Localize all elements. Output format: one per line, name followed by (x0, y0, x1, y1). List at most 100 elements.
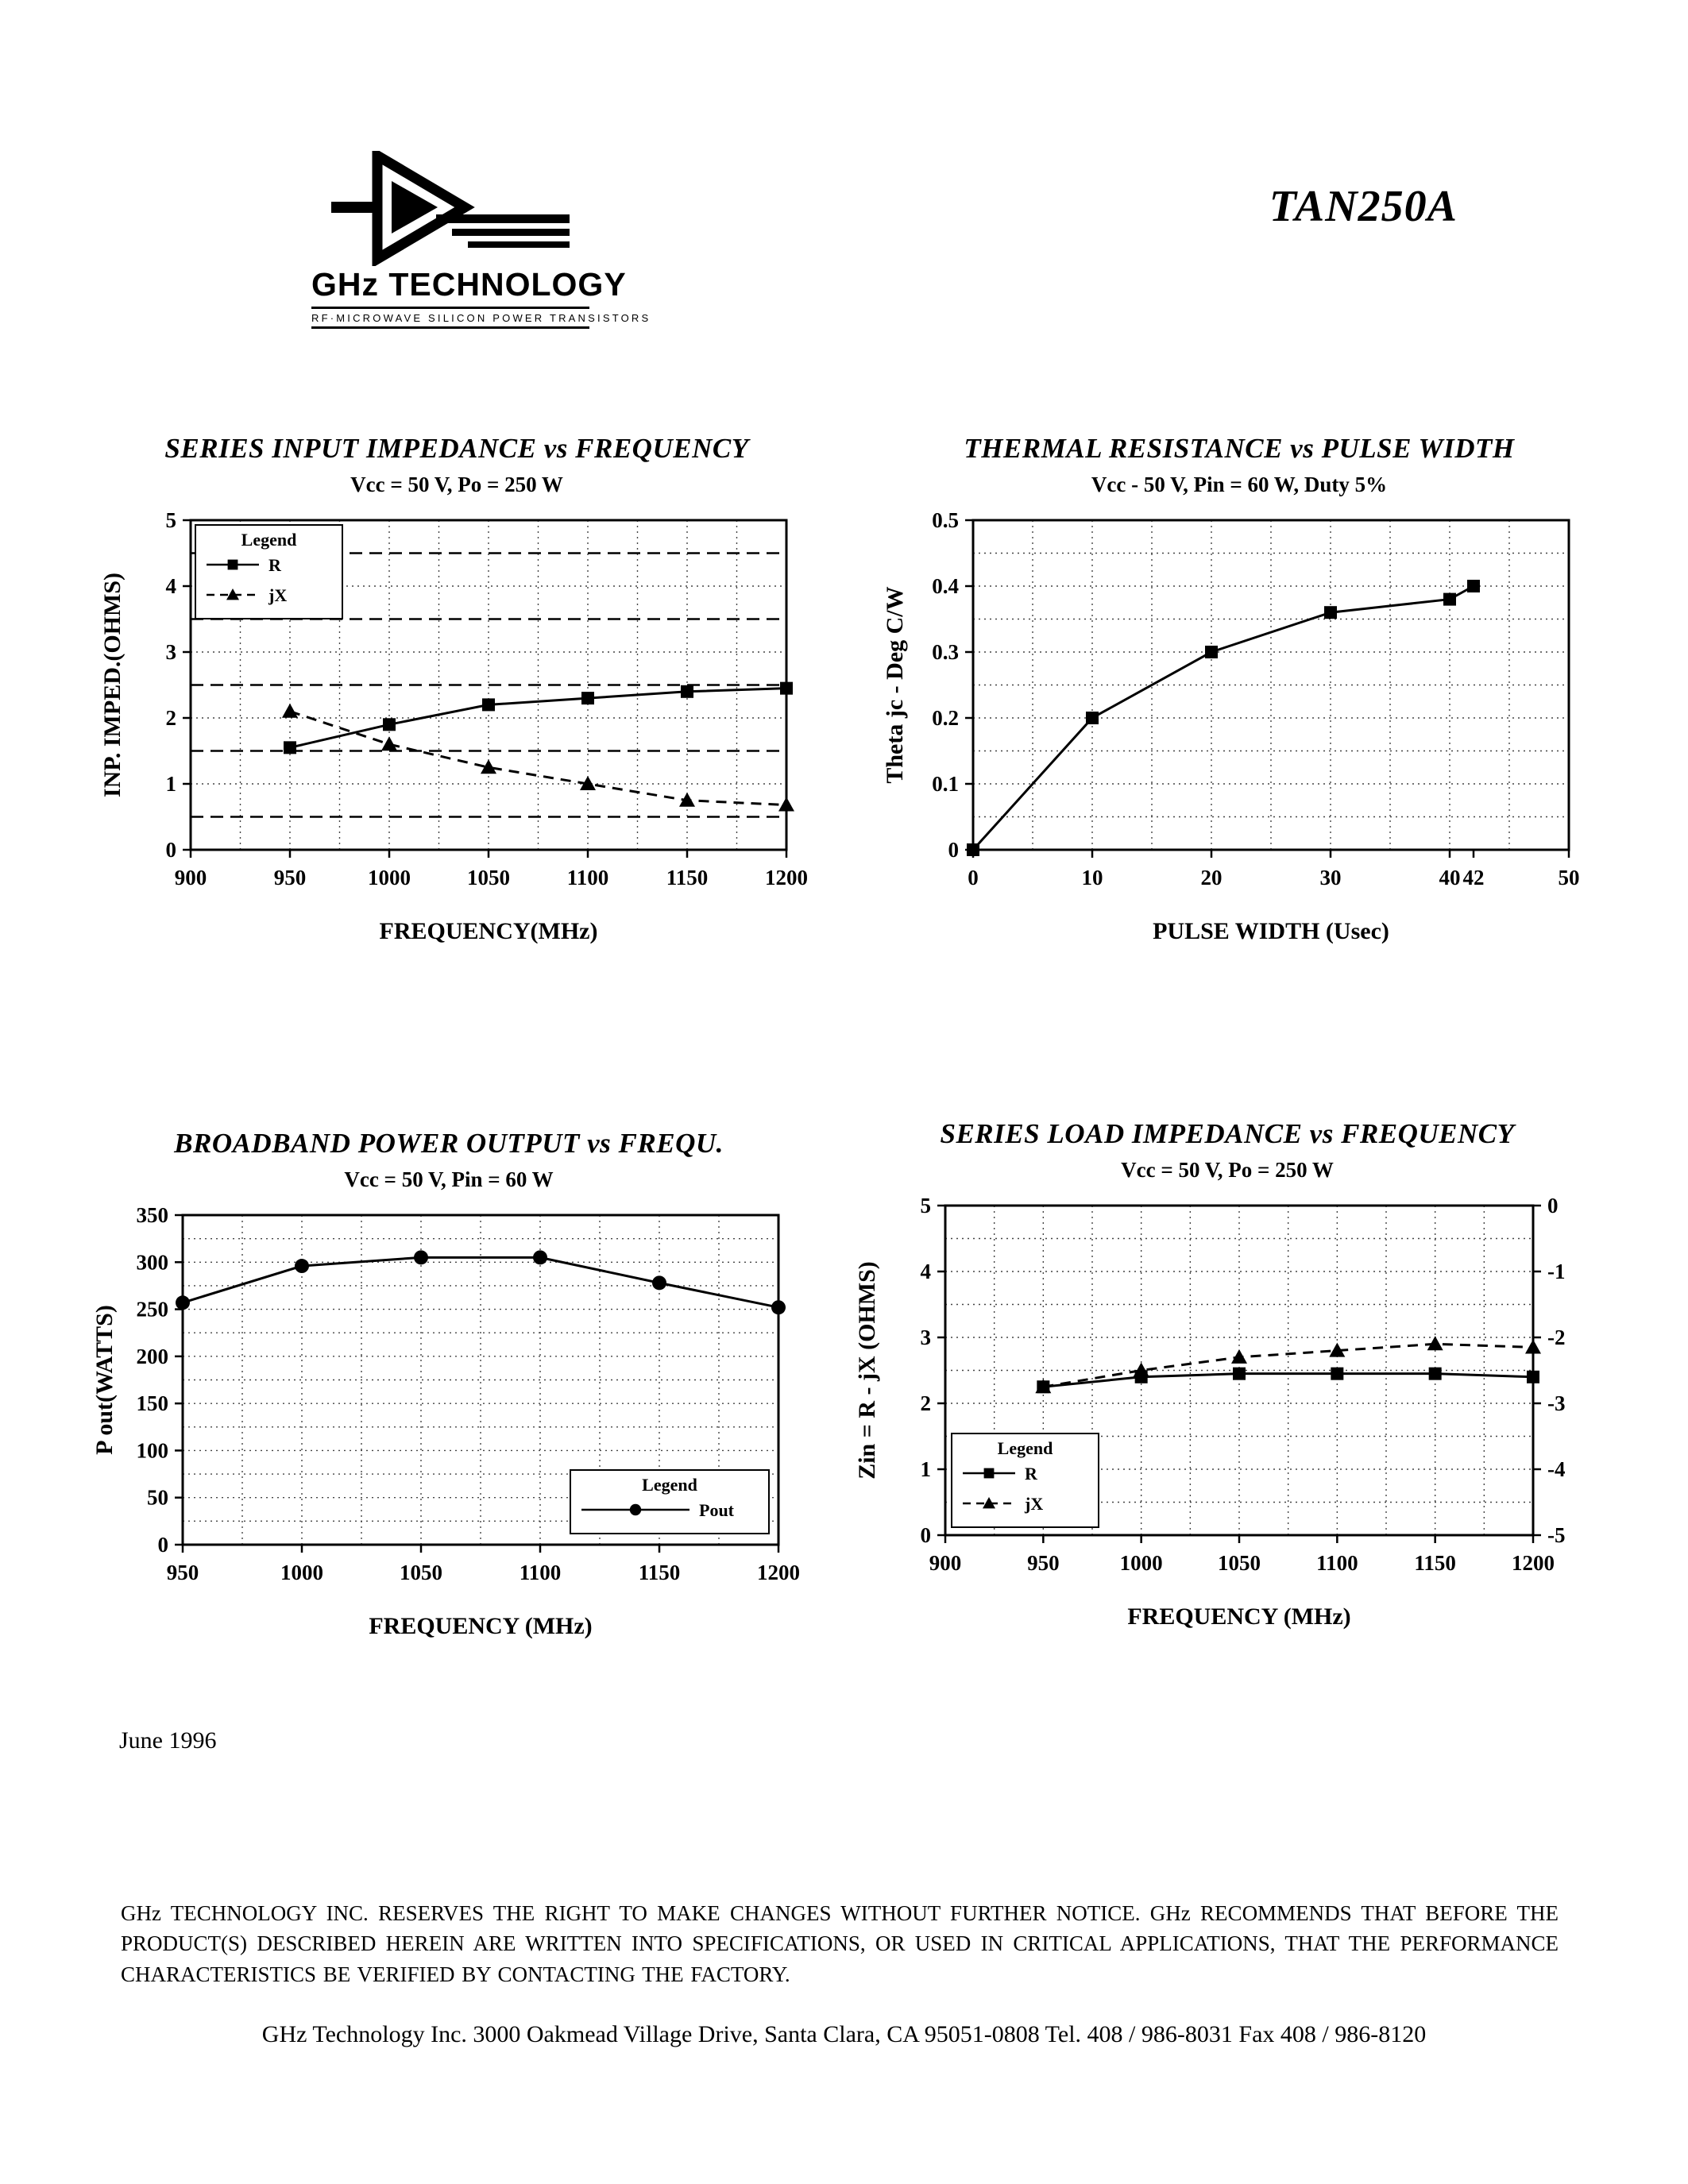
svg-text:1050: 1050 (400, 1561, 442, 1584)
svg-text:200: 200 (137, 1345, 169, 1368)
svg-text:-4: -4 (1547, 1457, 1566, 1481)
svg-text:1150: 1150 (639, 1561, 681, 1584)
svg-text:-1: -1 (1547, 1260, 1566, 1283)
svg-text:FREQUENCY (MHz): FREQUENCY (MHz) (1127, 1603, 1350, 1630)
chart-block-thermal-resistance: THERMAL RESISTANCE vs PULSE WIDTH Vcc - … (874, 433, 1605, 965)
svg-text:Legend: Legend (998, 1438, 1053, 1458)
svg-text:0.2: 0.2 (932, 706, 959, 730)
svg-text:2: 2 (921, 1391, 932, 1415)
svg-text:20: 20 (1201, 866, 1223, 889)
svg-text:1100: 1100 (1316, 1551, 1358, 1575)
chart-title: BROADBAND POWER OUTPUT vs FREQU. (174, 1128, 724, 1159)
svg-text:Zin = R - jX (OHMS): Zin = R - jX (OHMS) (854, 1261, 880, 1480)
svg-text:1200: 1200 (757, 1561, 800, 1584)
svg-text:40: 40 (1439, 866, 1461, 889)
svg-text:1200: 1200 (765, 866, 808, 889)
svg-text:350: 350 (137, 1203, 169, 1227)
series-input-impedance-chart: 900 950 1000 1050 1100 1150 1200 0 1 2 3 4 5 FREQUENC… (99, 508, 808, 944)
thermal-resistance-chart: 0 10 20 30 40 42 50 0 0.1 0.2 0.3 0.4 0.5 PULSE WIDTH… (882, 508, 1580, 944)
svg-text:4: 4 (166, 574, 177, 598)
svg-text:150: 150 (137, 1391, 169, 1415)
svg-text:R: R (1025, 1464, 1038, 1484)
svg-text:0: 0 (948, 838, 960, 862)
doc-title: TAN250A (1269, 182, 1458, 231)
svg-text:1000: 1000 (280, 1561, 323, 1584)
svg-text:-5: -5 (1547, 1523, 1566, 1547)
svg-text:Legend: Legend (642, 1475, 697, 1495)
logo-tagline: RF·MICROWAVE SILICON POWER TRANSISTORS (311, 309, 648, 329)
logo-name: GHz TECHNOLOGY (311, 266, 626, 309)
svg-text:1: 1 (921, 1457, 932, 1481)
chart-subtitle: Vcc - 50 V, Pin = 60 W, Duty 5% (1091, 473, 1388, 496)
svg-text:2: 2 (166, 706, 177, 730)
footer-date: June 1996 (119, 1727, 217, 1754)
svg-text:900: 900 (175, 866, 207, 889)
svg-text:1: 1 (166, 772, 177, 796)
disclaimer-text: GHz TECHNOLOGY INC. RESERVES THE RIGHT T… (121, 1901, 1559, 1986)
svg-text:3: 3 (166, 640, 177, 664)
svg-text:0.3: 0.3 (932, 640, 959, 664)
svg-text:50: 50 (1559, 866, 1580, 889)
svg-text:1050: 1050 (1218, 1551, 1261, 1575)
svg-text:FREQUENCY (MHz): FREQUENCY (MHz) (369, 1613, 592, 1639)
ghz-logo-icon (331, 151, 570, 266)
svg-text:0.1: 0.1 (932, 772, 959, 796)
svg-text:Legend: Legend (241, 530, 297, 550)
svg-text:P out(WATTS): P out(WATTS) (91, 1305, 118, 1455)
svg-text:3: 3 (921, 1325, 932, 1349)
svg-text:Theta jc - Deg C/W: Theta jc - Deg C/W (882, 586, 908, 783)
svg-text:0: 0 (1547, 1194, 1559, 1217)
svg-text:0.4: 0.4 (932, 574, 959, 598)
svg-text:-2: -2 (1547, 1325, 1566, 1349)
svg-text:1050: 1050 (467, 866, 510, 889)
chart-subtitle: Vcc = 50 V, Po = 250 W (1121, 1158, 1334, 1182)
svg-text:950: 950 (274, 866, 307, 889)
svg-text:10: 10 (1082, 866, 1103, 889)
chart-subtitle: Vcc = 50 V, Pin = 60 W (344, 1167, 554, 1191)
chart-block-series-input-impedance: SERIES INPUT IMPEDANCE vs FREQUENCY Vcc … (91, 433, 822, 965)
svg-text:50: 50 (147, 1486, 168, 1510)
svg-text:FREQUENCY(MHz): FREQUENCY(MHz) (380, 918, 598, 944)
svg-text:Pout: Pout (699, 1500, 735, 1520)
svg-text:1100: 1100 (567, 866, 609, 889)
svg-text:900: 900 (929, 1551, 962, 1575)
series-load-impedance-chart: 900 950 1000 1050 1100 1150 1200 0 1 2 3 4 5 0 -1 -2 -3 -… (854, 1194, 1566, 1630)
chart-block-broadband-power-output: BROADBAND POWER OUTPUT vs FREQU. Vcc = 5… (83, 1128, 814, 1660)
svg-text:100: 100 (137, 1438, 169, 1462)
svg-text:R: R (268, 555, 282, 575)
svg-text:0: 0 (968, 866, 979, 889)
svg-text:jX: jX (1024, 1494, 1043, 1514)
svg-text:4: 4 (921, 1260, 932, 1283)
svg-text:INP. IMPED.(OHMS): INP. IMPED.(OHMS) (99, 573, 126, 797)
chart-title: SERIES INPUT IMPEDANCE vs FREQUENCY (164, 433, 749, 464)
svg-text:950: 950 (167, 1561, 199, 1584)
address-line: GHz Technology Inc. 3000 Oakmead Village… (261, 2021, 1427, 2047)
svg-text:1200: 1200 (1512, 1551, 1555, 1575)
svg-text:1100: 1100 (520, 1561, 562, 1584)
svg-text:1150: 1150 (666, 866, 709, 889)
chart-title: THERMAL RESISTANCE vs PULSE WIDTH (964, 433, 1515, 464)
ghz-logo: GHz TECHNOLOGY RF·MICROWAVE SILICON POWE… (311, 151, 648, 329)
svg-text:PULSE WIDTH (Usec): PULSE WIDTH (Usec) (1153, 918, 1389, 944)
chart-title: SERIES LOAD IMPEDANCE vs FREQUENCY (940, 1118, 1515, 1149)
svg-text:1150: 1150 (1414, 1551, 1456, 1575)
svg-text:950: 950 (1027, 1551, 1060, 1575)
svg-text:-3: -3 (1547, 1391, 1566, 1415)
svg-text:1000: 1000 (1120, 1551, 1163, 1575)
svg-text:300: 300 (137, 1250, 169, 1274)
svg-text:30: 30 (1320, 866, 1342, 889)
broadband-power-output-chart: 950 1000 1050 1100 1150 1200 0 50 100 150 200 250 30… (91, 1203, 800, 1639)
svg-text:0: 0 (921, 1523, 932, 1547)
chart-subtitle: Vcc = 50 V, Po = 250 W (350, 473, 563, 496)
svg-text:0: 0 (166, 838, 177, 862)
svg-text:jX: jX (268, 585, 287, 605)
svg-text:250: 250 (137, 1298, 169, 1322)
chart-block-series-load-impedance: SERIES LOAD IMPEDANCE vs FREQUENCY Vcc =… (846, 1118, 1609, 1650)
svg-text:42: 42 (1463, 866, 1485, 889)
svg-text:0: 0 (158, 1533, 169, 1557)
svg-text:5: 5 (166, 508, 177, 532)
svg-text:1000: 1000 (368, 866, 411, 889)
svg-text:0.5: 0.5 (932, 508, 959, 532)
svg-text:5: 5 (921, 1194, 932, 1217)
